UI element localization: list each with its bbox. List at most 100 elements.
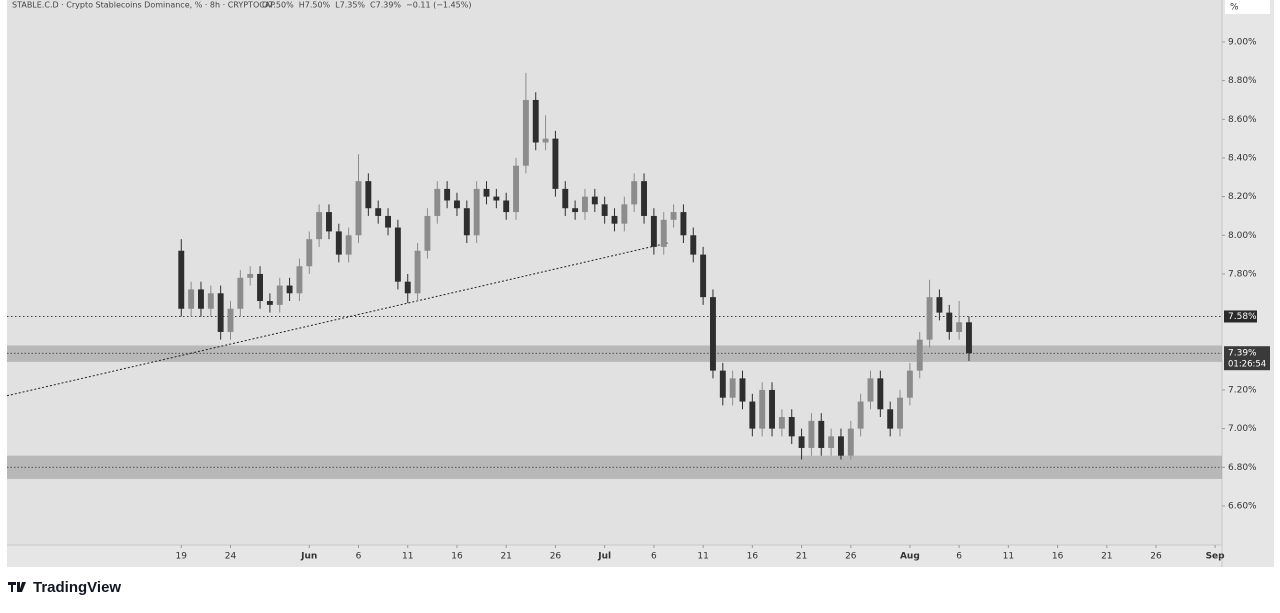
x-tick-label: 16 [451, 552, 463, 562]
x-tick-label: Aug [900, 552, 920, 562]
candle-body [385, 215, 391, 228]
candle-body [444, 188, 451, 201]
candle-body [188, 289, 195, 309]
candle-body [522, 99, 529, 166]
candle-body [808, 420, 815, 448]
time-axis-bg [7, 545, 1222, 567]
candle-body [660, 219, 667, 247]
y-tick-label: 8.00% [1228, 231, 1257, 241]
candle-body [375, 208, 382, 216]
candle-body [306, 239, 313, 267]
axis-unit: % [1230, 3, 1239, 13]
brand-name: TradingView [33, 579, 121, 596]
candle-body [562, 188, 569, 209]
y-tick-label: 7.80% [1228, 269, 1257, 279]
candle-body [828, 436, 835, 448]
candle-body [582, 196, 588, 213]
candle-body [326, 212, 332, 232]
candle-body [611, 215, 618, 224]
candle-body [847, 428, 854, 456]
candle-body [631, 181, 638, 205]
candle-body [355, 181, 362, 236]
candle-body [916, 339, 923, 371]
candle-body [463, 208, 470, 236]
ohlc-value: H7.50% [299, 1, 331, 10]
candle-body [217, 293, 224, 332]
last-price-label: 7.39% [1228, 349, 1257, 359]
x-tick-label: Sep [1206, 552, 1226, 562]
ohlc-value: O7.50% [262, 1, 294, 10]
candle-body [198, 289, 204, 309]
last-price-tag [1224, 346, 1270, 371]
candle-body [887, 409, 894, 429]
x-tick-label: 21 [500, 552, 511, 562]
candle-body [227, 308, 234, 332]
candle-body [513, 165, 519, 213]
ohlc-value: −0.11 (−1.45%) [406, 1, 471, 10]
trendline [6, 242, 668, 397]
candle-body [483, 188, 490, 197]
candle-body [434, 188, 441, 216]
x-tick-label: 11 [402, 552, 413, 562]
candle-body [946, 312, 953, 332]
candle-body [394, 227, 401, 282]
candle-body [690, 235, 697, 255]
candle-body [591, 196, 598, 205]
y-tick-label: 7.00% [1228, 424, 1257, 434]
x-tick-label: 21 [1101, 552, 1112, 562]
x-tick-label: 16 [747, 552, 759, 562]
x-tick-label: 21 [796, 552, 807, 562]
candle-body [552, 138, 559, 189]
candle-body [759, 389, 766, 429]
x-tick-label: 24 [225, 552, 237, 562]
price-axis-bg [1222, 0, 1274, 567]
y-tick-label: 8.60% [1228, 115, 1257, 125]
countdown: 01:26:54 [1228, 360, 1266, 370]
candle-body [247, 273, 254, 278]
ohlc-legend: O7.50% H7.50% L7.35% C7.39% −0.11 (−1.45%) [262, 1, 471, 10]
candle-body [769, 389, 775, 429]
candle-body [286, 285, 293, 294]
candle-body [621, 204, 628, 224]
candle-body [650, 215, 657, 247]
candle-body [345, 235, 352, 255]
candle-body [818, 420, 825, 448]
x-tick-label: 26 [550, 552, 562, 562]
candle-body [680, 212, 687, 236]
candle-body [719, 370, 726, 398]
candle-body [424, 215, 431, 251]
candle-body [454, 200, 460, 209]
candle-body [503, 200, 510, 213]
candle-body [473, 188, 480, 236]
candle-body [316, 212, 323, 240]
candle-body [532, 99, 539, 143]
candle-body [710, 297, 716, 371]
candle-body [778, 417, 785, 429]
candle-body [296, 266, 303, 294]
candle-body [404, 281, 411, 294]
candle-body [749, 401, 756, 429]
level-tag-label: 7.58% [1228, 312, 1257, 322]
x-tick-label: 11 [697, 552, 708, 562]
candle-body [641, 181, 647, 216]
plot-bg [7, 0, 1222, 545]
candle-body [237, 277, 244, 309]
candle-body [906, 370, 913, 398]
y-tick-label: 6.60% [1228, 501, 1257, 511]
x-tick-label: 6 [956, 552, 962, 562]
x-tick-label: 6 [651, 552, 657, 562]
y-tick-label: 8.20% [1228, 192, 1257, 202]
level-tag [1224, 310, 1257, 323]
candle-body [838, 436, 844, 456]
ohlc-value: C7.39% [370, 1, 401, 10]
candle-body [542, 138, 549, 143]
x-tick-label: Jun [300, 552, 317, 562]
candle-body [966, 322, 972, 354]
candle-body [729, 378, 736, 398]
symbol-header: STABLE.C.D · Crypto Stablecoins Dominanc… [12, 1, 275, 10]
candle-body [897, 397, 903, 429]
y-tick-label: 9.00% [1228, 37, 1257, 47]
candle-body [276, 285, 283, 305]
